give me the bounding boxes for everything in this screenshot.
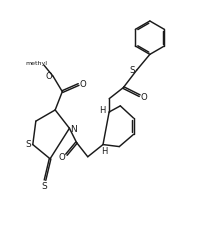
Text: O: O (59, 153, 65, 162)
Text: O: O (80, 80, 86, 89)
Text: H: H (101, 146, 107, 155)
Text: S: S (129, 65, 135, 74)
Text: S: S (26, 139, 31, 148)
Text: N: N (70, 124, 76, 133)
Text: methyl: methyl (26, 60, 48, 65)
Text: S: S (41, 182, 47, 190)
Text: O: O (141, 93, 147, 102)
Text: H: H (99, 106, 106, 115)
Text: O: O (45, 72, 52, 81)
